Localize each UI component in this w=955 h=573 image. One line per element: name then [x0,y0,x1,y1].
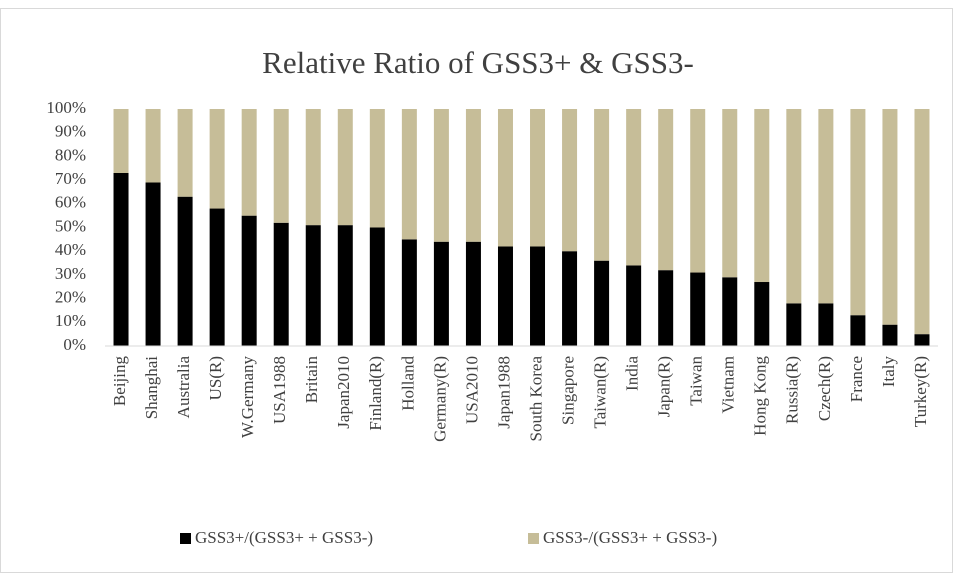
x-tick-label: Australia [174,356,193,419]
y-tick-label: 100% [46,98,86,117]
legend-label: GSS3+/(GSS3+ + GSS3-) [195,528,373,547]
bar-segment [562,109,578,252]
y-tick-label: 40% [55,240,86,259]
bar-segment [850,109,866,316]
x-tick-label: Japan2010 [334,356,353,429]
y-tick-label: 80% [55,145,86,164]
x-tick-label: Singapore [558,356,577,425]
bar-segment [690,272,706,346]
bar-segment [465,109,481,242]
y-tick-label: 30% [55,264,86,283]
x-tick-label: India [623,356,642,391]
bar-segment [369,109,385,228]
bar-segment [626,265,642,346]
bar-segment [209,109,225,209]
bar-segment [241,215,257,346]
bar-segment [754,282,770,346]
y-tick-label: 60% [55,193,86,212]
y-tick-label: 0% [63,335,86,354]
bar-segment [497,109,513,247]
y-tick-label: 70% [55,169,86,188]
bar-segment [337,225,353,346]
bar-segment [626,109,642,266]
bar-segment [401,109,417,240]
x-tick-label: South Korea [526,356,545,442]
x-tick-label: Czech(R) [815,356,834,421]
x-tick-label: W.Germany [238,356,257,438]
bar-segment [530,246,546,346]
x-tick-label: USA1988 [270,356,289,424]
bar-segment [177,196,193,346]
y-tick-label: 50% [55,216,86,235]
bar-segment [722,277,738,346]
bar-segment [113,172,129,346]
bar-segment [465,241,481,346]
legend-swatch [528,533,539,544]
x-tick-label: Beijing [110,356,129,407]
bar-segment [145,182,161,346]
bar-segment [914,109,930,335]
bar-segment [882,109,898,325]
x-tick-label: Russia(R) [783,356,802,424]
bar-segment [369,227,385,346]
bar-segment [433,109,449,242]
bar-segment [337,109,353,226]
x-tick-label: US(R) [206,356,225,400]
bar-segment [658,109,674,271]
x-tick-label: Shanghai [142,356,161,420]
bar-segment [722,109,738,278]
bar-segment [594,109,610,261]
x-tick-label: Hong Kong [751,356,770,436]
bar-segment [690,109,706,273]
chart-title: Relative Ratio of GSS3+ & GSS3- [262,45,694,80]
bar-segment [305,225,321,346]
bar-segment [594,260,610,346]
bar-segment [273,222,289,346]
bar-segment [401,239,417,346]
bar-segment [818,109,834,304]
x-tick-label: Turkey(R) [911,356,930,427]
y-tick-label: 10% [55,311,86,330]
x-tick-label: USA2010 [462,356,481,424]
bar-segment [850,315,866,346]
bar-segment [754,109,770,283]
bar-segment [818,303,834,346]
y-tick-label: 90% [55,122,86,141]
legend-swatch [180,533,191,544]
x-tick-label: Japan1988 [494,356,513,429]
bar-segment [914,334,930,346]
x-tick-label: France [847,356,866,402]
x-tick-label: Finland(R) [366,356,385,431]
bar-segment [113,109,129,173]
bar-segment [273,109,289,223]
bar-segment [658,270,674,346]
x-tick-label: Italy [879,356,898,388]
bar-segment [209,208,225,346]
bar-segment [786,109,802,304]
bar-segment [241,109,257,216]
bar-segment [145,109,161,183]
x-tick-label: Britain [302,356,321,404]
x-tick-label: Japan(R) [655,356,674,417]
x-tick-label: Taiwan [687,356,706,406]
x-tick-label: Germany(R) [430,356,449,442]
bar-segment [433,241,449,346]
bar-segment [177,109,193,197]
x-tick-label: Taiwan(R) [591,356,610,428]
bar-segment [497,246,513,346]
y-tick-label: 20% [55,288,86,307]
bar-segment [530,109,546,247]
x-tick-label: Holland [398,356,417,411]
bar-segment [882,324,898,346]
bar-segment [562,251,578,346]
legend-label: GSS3-/(GSS3+ + GSS3-) [543,528,717,547]
x-tick-label: Vietnam [719,356,738,414]
bar-segment [305,109,321,226]
bar-segment [786,303,802,346]
